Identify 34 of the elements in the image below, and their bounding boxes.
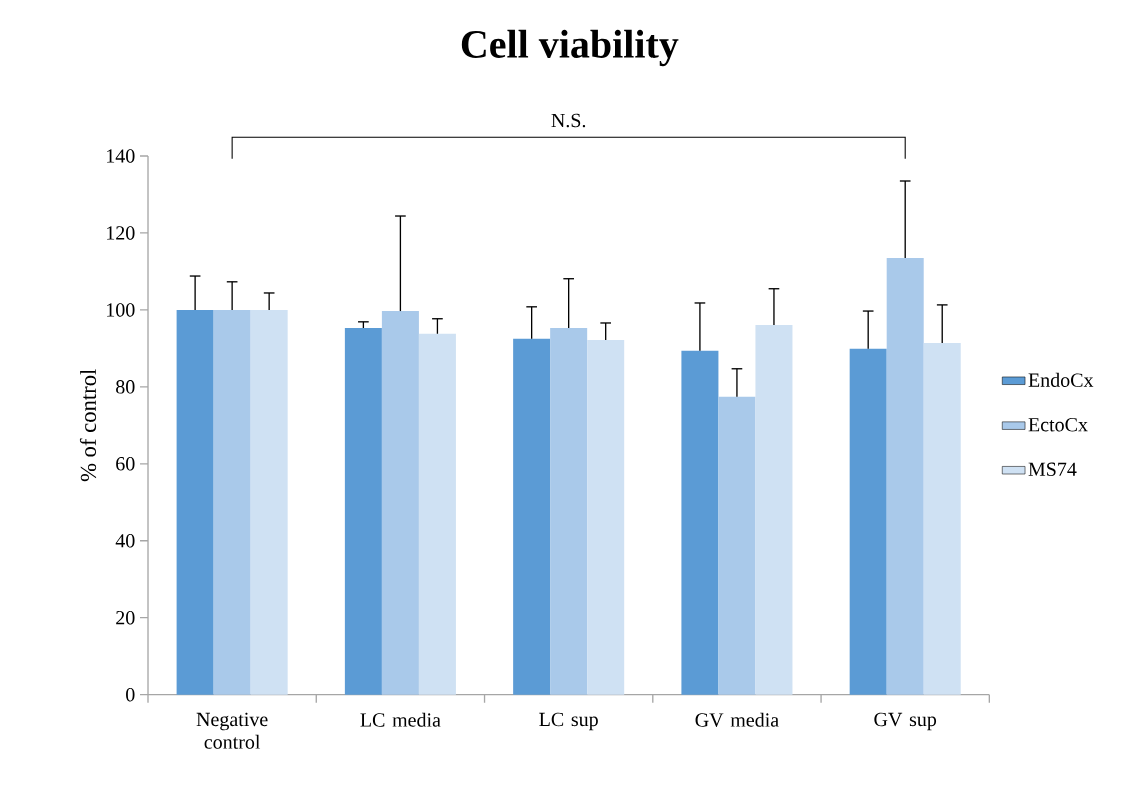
y-tick-label: 40 <box>115 533 135 548</box>
y-tick-label: 60 <box>116 456 135 471</box>
bar <box>886 257 924 695</box>
bar <box>755 324 793 695</box>
x-tick-label: Negative control <box>196 712 268 749</box>
bar <box>923 342 961 695</box>
x-tick-label: LC media <box>360 712 441 727</box>
x-tick-label: LC sup <box>539 712 598 731</box>
bar <box>550 327 588 695</box>
bar <box>513 338 551 695</box>
bar <box>250 309 288 695</box>
bar <box>418 333 456 695</box>
chart-title: Cell viability <box>461 29 679 67</box>
bar <box>681 350 719 695</box>
bar <box>213 309 251 695</box>
y-tick-label: 80 <box>116 379 135 394</box>
y-tick-label: 0 <box>126 687 135 702</box>
text: N.S. <box>551 113 586 128</box>
legend-label: MS74 <box>1028 462 1077 476</box>
y-axis-title: % of control <box>79 368 97 482</box>
y-tick-label: 20 <box>116 610 135 625</box>
y-tick-label: 100 <box>107 303 135 317</box>
y-tick-label: 120 <box>107 226 135 240</box>
x-tick-label: GV sup <box>874 712 937 731</box>
legend-label: EndoCx <box>1028 372 1094 387</box>
bar <box>381 310 419 695</box>
bar <box>176 309 214 695</box>
legend-label: EctoCx <box>1028 417 1088 432</box>
bar <box>587 339 625 695</box>
bar <box>718 396 756 695</box>
x-tick-label: GV media <box>695 712 779 727</box>
bar <box>344 327 382 695</box>
bar <box>849 348 887 695</box>
y-tick-label: 140 <box>107 149 135 163</box>
